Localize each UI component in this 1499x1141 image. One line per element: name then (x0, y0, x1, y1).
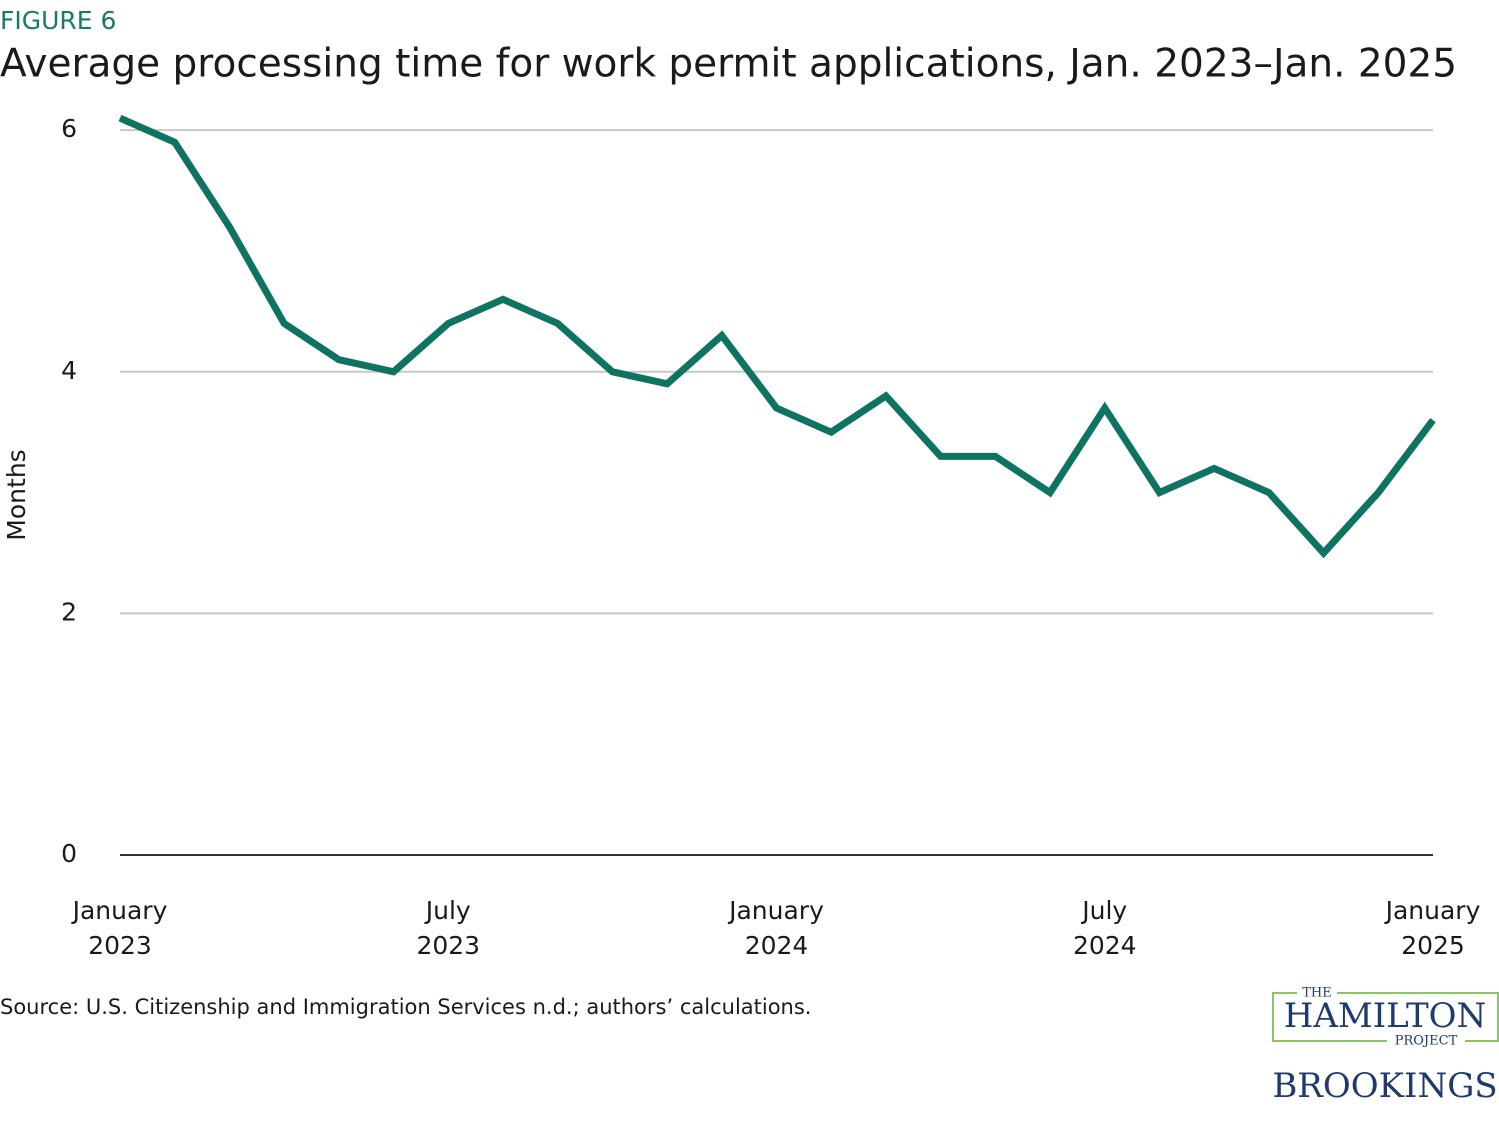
logo-text: BROOKINGS (1272, 1066, 1497, 1106)
logo-gap (1387, 1034, 1465, 1048)
logo-text: THE (1302, 986, 1332, 1001)
y-tick-label: 2 (61, 597, 77, 626)
y-tick-label: 0 (61, 839, 77, 868)
data-line (118, 114, 1436, 559)
figure-label: FIGURE 6 (0, 6, 116, 35)
y-tick-label: 4 (61, 356, 77, 385)
x-tick-label: July 2024 (1073, 896, 1137, 960)
x-tick-label: July 2023 (416, 896, 480, 960)
x-tick-label: January 2024 (727, 896, 824, 960)
x-tick-label: January 2025 (1384, 896, 1481, 960)
logo-text: HAMILTON (1284, 996, 1487, 1036)
logo-text: PROJECT (1395, 1034, 1458, 1049)
x-tick-label: January 2023 (71, 896, 168, 960)
hamilton-logo: THE HAMILTON PROJECT BROOKINGS (1272, 985, 1499, 1106)
logo-gap (1297, 985, 1337, 999)
y-tick-label: 6 (61, 114, 77, 143)
source: Source: U.S. Citizenship and Immigration… (0, 995, 811, 1019)
logo-frame (1272, 992, 1499, 1042)
chart-title: Average processing time for work permit … (0, 42, 1457, 87)
y-axis-label: Months (2, 449, 31, 540)
